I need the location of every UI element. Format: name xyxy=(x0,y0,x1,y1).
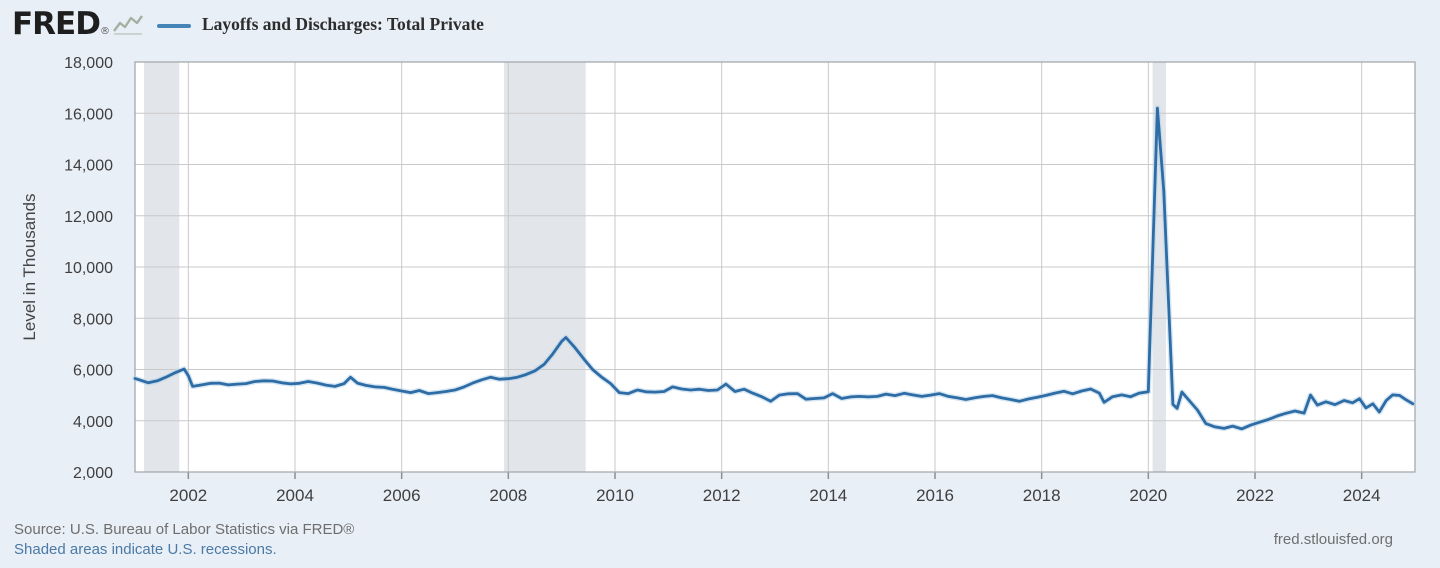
x-tick-label: 2010 xyxy=(596,486,634,505)
fred-logo: FRED® xyxy=(12,6,110,42)
y-tick-label: 4,000 xyxy=(73,414,113,431)
chart-footer: Source: U.S. Bureau of Labor Statistics … xyxy=(14,520,354,560)
site-url: fred.stlouisfed.org xyxy=(1273,531,1393,548)
registered-trademark-icon: ® xyxy=(99,26,110,37)
x-tick-label: 2018 xyxy=(1023,486,1061,505)
x-tick-label: 2002 xyxy=(169,486,207,505)
y-tick-label: 6,000 xyxy=(73,363,113,380)
chart-legend: Layoffs and Discharges: Total Private xyxy=(157,14,484,35)
series-line xyxy=(133,106,1415,431)
y-tick-label: 8,000 xyxy=(73,311,113,328)
x-tick-label: 2004 xyxy=(276,486,314,505)
y-tick-label: 16,000 xyxy=(64,106,113,123)
legend-series-label: Layoffs and Discharges: Total Private xyxy=(202,14,484,34)
y-tick-label: 10,000 xyxy=(64,260,113,277)
x-tick-label: 2008 xyxy=(489,486,527,505)
legend-line-swatch xyxy=(157,23,191,28)
y-tick-label: 2,000 xyxy=(73,465,113,482)
y-tick-label: 18,000 xyxy=(64,55,113,72)
y-tick-label: 14,000 xyxy=(64,158,113,175)
x-tick-label: 2020 xyxy=(1129,486,1167,505)
source-text: Source: U.S. Bureau of Labor Statistics … xyxy=(14,521,355,538)
x-tick-label: 2016 xyxy=(916,486,954,505)
x-tick-label: 2014 xyxy=(809,486,847,505)
fred-logo-text: FRED xyxy=(12,6,101,42)
sparkline-icon xyxy=(113,15,143,35)
y-tick-label: 12,000 xyxy=(64,209,113,226)
x-tick-label: 2006 xyxy=(383,486,421,505)
x-tick-label: 2022 xyxy=(1236,486,1274,505)
recession-note-link[interactable]: Shaded areas indicate U.S. recessions. xyxy=(14,541,277,558)
x-tick-label: 2012 xyxy=(703,486,741,505)
plot-border xyxy=(134,61,1416,473)
x-tick-label: 2024 xyxy=(1343,486,1381,505)
